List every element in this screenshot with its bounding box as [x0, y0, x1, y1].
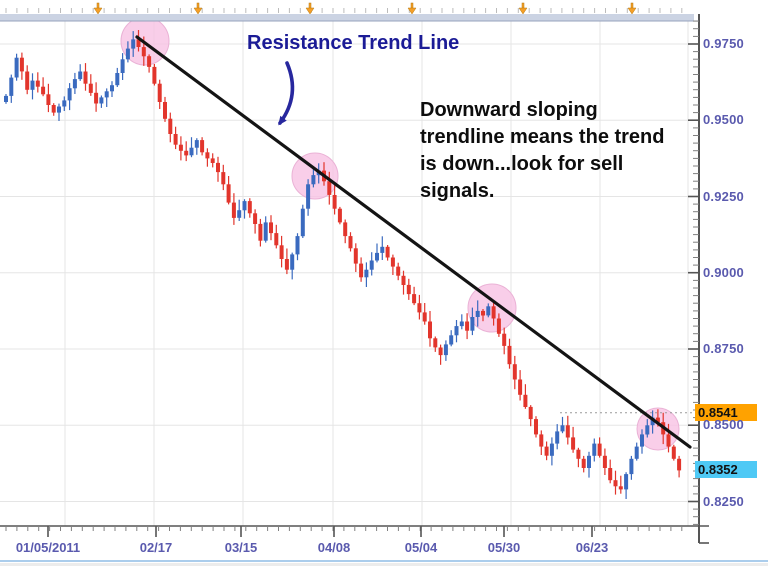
down-arrow-marker-icon: [518, 2, 528, 15]
down-arrow-marker-icon: [93, 2, 103, 15]
down-arrow-marker-icon: [407, 2, 417, 15]
right-price-axis: [688, 14, 709, 544]
bottom-time-axis: [0, 525, 768, 566]
down-arrow-marker-icon: [627, 2, 637, 15]
down-arrow-marker-icon: [193, 2, 203, 15]
annotation-arrow-icon: [278, 61, 295, 126]
candlesticks: [4, 30, 682, 499]
resistance-trendline: [135, 35, 692, 449]
top-axis-strip: [0, 2, 699, 22]
down-arrow-marker-icon: [305, 2, 315, 15]
grid-lines: [0, 21, 689, 526]
